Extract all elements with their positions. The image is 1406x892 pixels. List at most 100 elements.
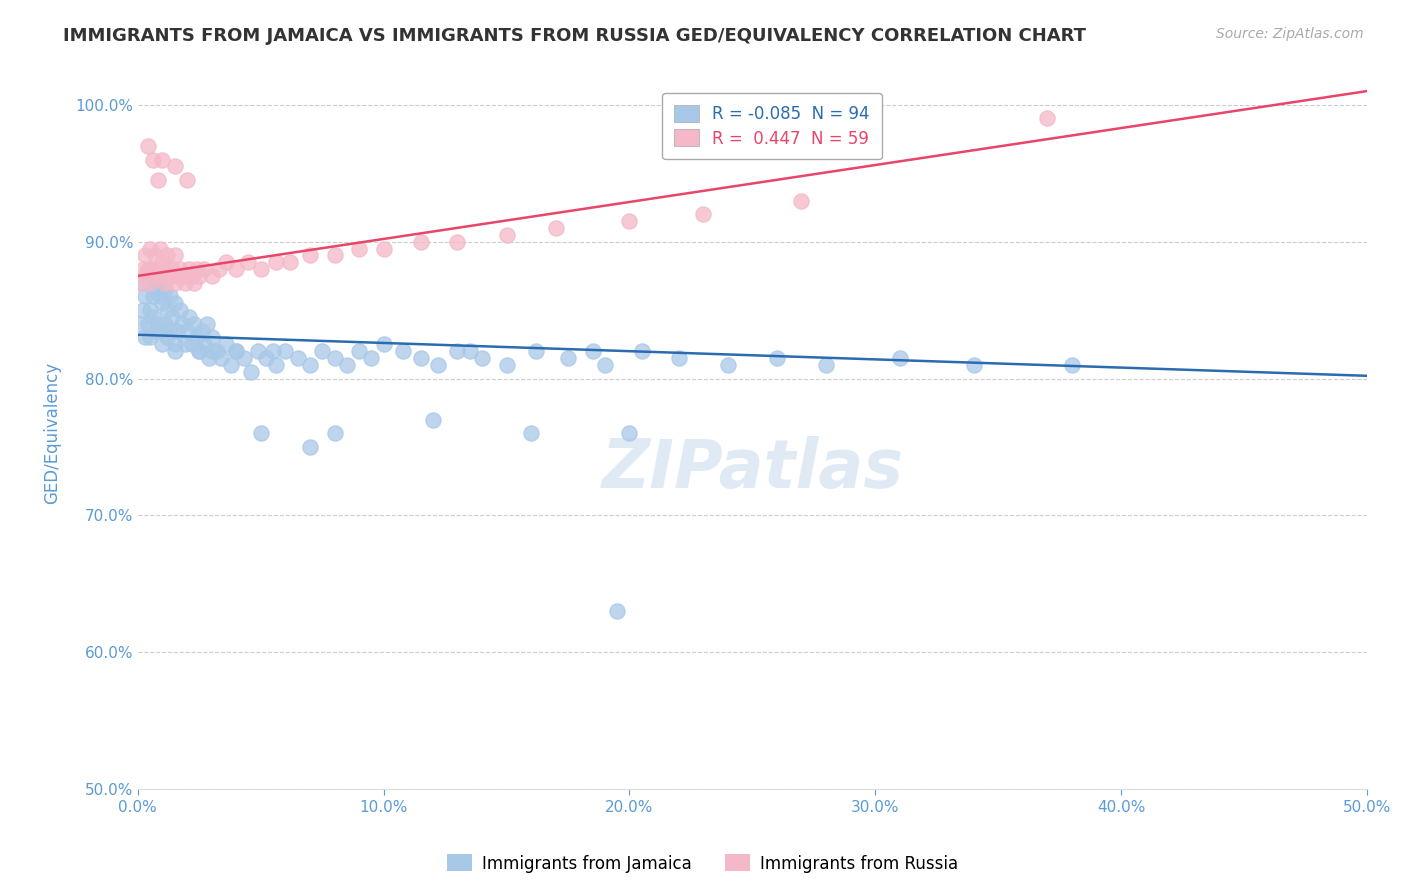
Point [183,276,205,290]
Point [225,344,247,359]
Point [153,283,176,297]
Point [215,255,238,269]
Point [146,276,169,290]
Point [347,344,370,359]
Point [139,330,162,344]
Point [193,337,215,351]
Point [278,255,301,269]
Point [409,351,432,365]
Point [136,317,159,331]
Point [262,344,284,359]
Point [136,268,159,283]
Point [159,324,181,338]
Point [191,324,214,338]
Point [225,262,247,277]
Point [544,221,567,235]
Point [159,289,181,303]
Point [152,153,174,167]
Point [219,358,242,372]
Point [129,317,152,331]
Point [557,351,579,365]
Point [446,235,468,249]
Point [232,351,254,365]
Point [298,248,321,262]
Point [169,303,191,318]
Point [446,344,468,359]
Point [298,440,321,454]
Point [336,358,359,372]
Point [172,268,194,283]
Point [188,344,211,359]
Point [188,344,211,359]
Point [142,262,165,277]
Point [186,262,208,277]
Point [152,255,174,269]
Point [176,173,198,187]
Point [172,317,194,331]
Point [195,317,218,331]
Point [458,344,481,359]
Point [132,262,155,277]
Point [225,344,247,359]
Point [193,262,215,277]
Point [766,351,789,365]
Point [134,289,156,303]
Point [254,351,277,365]
Point [166,268,188,283]
Point [139,262,162,277]
Point [323,426,346,441]
Point [163,160,186,174]
Point [593,358,616,372]
Point [422,412,444,426]
Point [129,276,152,290]
Point [149,262,172,277]
Point [239,365,262,379]
Point [176,324,198,338]
Point [139,276,162,290]
Point [692,207,714,221]
Point [152,296,174,310]
Point [153,317,176,331]
Point [1036,112,1059,126]
Point [264,358,287,372]
Point [581,344,603,359]
Point [142,310,165,324]
Point [619,426,641,441]
Point [149,289,172,303]
Legend: Immigrants from Jamaica, Immigrants from Russia: Immigrants from Jamaica, Immigrants from… [440,847,966,880]
Point [132,303,155,318]
Text: IMMIGRANTS FROM JAMAICA VS IMMIGRANTS FROM RUSSIA GED/EQUIVALENCY CORRELATION CH: IMMIGRANTS FROM JAMAICA VS IMMIGRANTS FR… [63,27,1087,45]
Point [146,173,169,187]
Point [163,337,186,351]
Point [264,255,287,269]
Point [163,296,186,310]
Point [471,351,494,365]
Point [495,227,517,242]
Point [619,214,641,228]
Point [186,330,208,344]
Point [426,358,449,372]
Point [156,330,179,344]
Point [142,289,165,303]
Point [181,268,204,283]
Point [298,358,321,372]
Point [173,276,195,290]
Point [188,268,211,283]
Point [209,351,232,365]
Point [173,337,195,351]
Point [156,303,179,318]
Point [149,324,172,338]
Point [520,426,543,441]
Point [373,242,395,256]
Point [311,344,333,359]
Point [136,139,159,153]
Point [790,194,813,208]
Point [495,358,517,372]
Point [169,262,191,277]
Point [156,262,179,277]
Point [630,344,652,359]
Point [134,330,156,344]
Point [215,337,238,351]
Point [889,351,911,365]
Point [163,344,186,359]
